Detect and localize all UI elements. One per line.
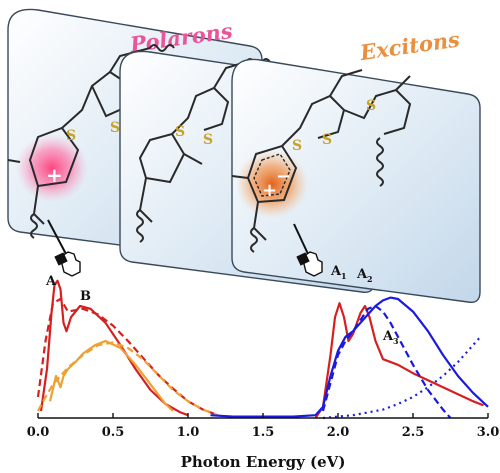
exciton-sulfur-3: S bbox=[366, 98, 376, 114]
series-line-0 bbox=[39, 279, 189, 417]
hand-pointer-icon bbox=[293, 223, 323, 277]
series-line-7 bbox=[322, 336, 482, 420]
middle-sulfur-1: S bbox=[175, 124, 185, 140]
x-ticks: 0.0 0.5 1.0 1.5 2.0 2.5 3.0 bbox=[27, 413, 500, 440]
series-line-3 bbox=[37, 341, 219, 417]
series-line-1 bbox=[36, 297, 219, 417]
hand-pointer-icon bbox=[47, 219, 81, 277]
peak-label-a1-sub: 1 bbox=[341, 271, 347, 281]
series-line-5 bbox=[210, 296, 489, 418]
x-tick-label: 2.5 bbox=[402, 425, 425, 440]
exciton-panel: Excitons + − S S S bbox=[231, 26, 481, 303]
exciton-backbone bbox=[231, 69, 412, 253]
peak-label-a1-text: A bbox=[330, 264, 342, 279]
exciton-sulfur-2: S bbox=[322, 132, 332, 148]
exciton-minus-sign: − bbox=[276, 166, 291, 187]
exciton-label: Excitons bbox=[358, 26, 462, 65]
polaron-ring: + bbox=[16, 126, 88, 202]
polaron-sulfur-2: S bbox=[110, 120, 120, 136]
series-line-2 bbox=[48, 339, 174, 412]
x-tick-label: 2.0 bbox=[327, 425, 350, 440]
exciton-sulfur-1: S bbox=[292, 138, 302, 154]
x-tick-label: 1.0 bbox=[177, 425, 200, 440]
peak-label-a3: A 3 bbox=[382, 329, 399, 346]
x-tick-label: 0.0 bbox=[27, 425, 50, 440]
middle-sulfur-2: S bbox=[203, 132, 213, 148]
x-tick-label: 1.5 bbox=[252, 425, 275, 440]
series-line-6 bbox=[321, 304, 452, 419]
spectrum-chart: 0.0 0.5 1.0 1.5 2.0 2.5 3.0 Photon Energy (eV)… bbox=[27, 264, 500, 471]
polaron-sulfur-1: S bbox=[66, 128, 76, 144]
x-axis-label: Photon Energy (eV) bbox=[181, 453, 346, 471]
polaron-plus-sign: + bbox=[46, 163, 63, 187]
exciton-plus-sign: + bbox=[262, 180, 277, 201]
peak-label-a2-text: A bbox=[356, 267, 368, 282]
peak-label-a3-text: A bbox=[382, 329, 394, 344]
peak-label-a3-sub: 3 bbox=[393, 336, 399, 346]
x-tick-label: 3.0 bbox=[477, 425, 500, 440]
peak-label-b: B bbox=[80, 289, 91, 304]
peak-label-a2-sub: 2 bbox=[367, 274, 373, 284]
x-tick-label: 0.5 bbox=[102, 425, 125, 440]
peak-label-a1: A 1 bbox=[330, 264, 347, 281]
polaron-backbone bbox=[7, 44, 175, 239]
series-layer bbox=[36, 279, 489, 420]
peak-label-a: A bbox=[45, 274, 57, 289]
peak-label-a2: A 2 bbox=[356, 267, 373, 284]
